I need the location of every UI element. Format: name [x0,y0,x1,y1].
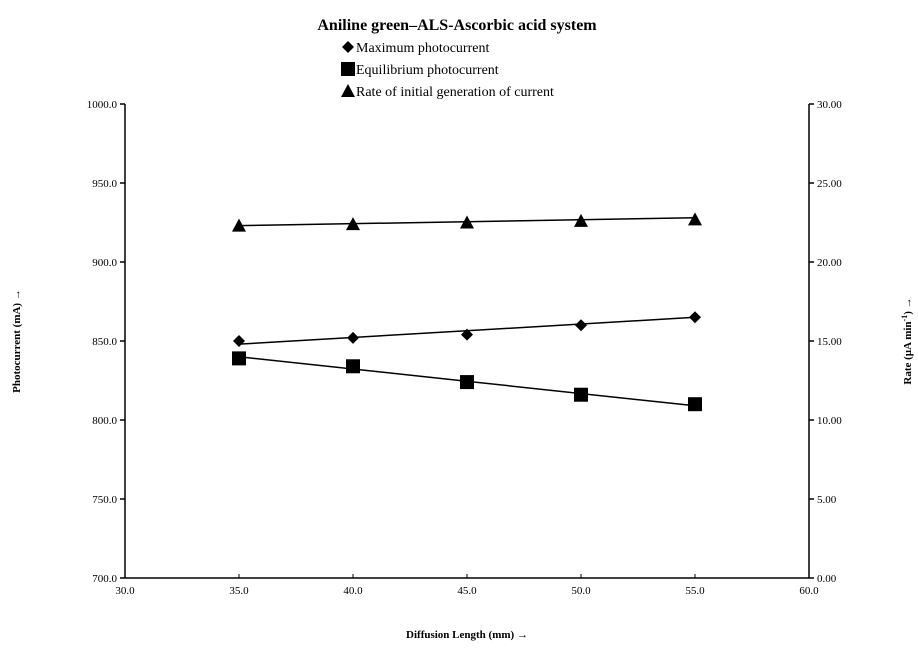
y-left-tick-label: 850.0 [92,336,117,348]
x-tick-label: 45.0 [457,585,477,597]
point-square [232,351,246,366]
y-left-tick-label: 950.0 [92,178,117,190]
x-tick-label: 60.0 [799,585,819,597]
ticks: 30.0 35.0 40.0 45.0 50.0 55.0 60.0 700.0 750.0 80… [87,99,843,597]
point-square [574,387,588,402]
point-square [688,397,702,412]
point-diamond [575,319,587,332]
y-right-tick-label: 0.00 [817,573,837,585]
point-diamond [461,328,473,341]
legend-label: Maximum photocurrent [356,41,489,56]
y-axis-left-title: Photocurrent (mA) → [11,289,23,393]
point-triangle [460,215,474,229]
y-right-tick-label: 30.00 [817,99,842,111]
x-tick-label: 35.0 [229,585,249,597]
legend-marker-triangle [341,84,355,97]
point-diamond [347,331,359,344]
x-axis-title: Diffusion Length (mm) → [406,629,528,641]
y-left-tick-label: 800.0 [92,415,117,427]
point-square [460,375,474,390]
y-left-tick-label: 700.0 [92,573,117,585]
plot-area [232,212,702,412]
point-triangle [688,212,702,226]
point-square [346,359,360,374]
point-triangle [574,213,588,227]
legend-label: Rate of initial generation of current [356,85,554,100]
y-left-tick-label: 900.0 [92,257,117,269]
legend-label: Equilibrium photocurrent [356,63,499,78]
x-tick-label: 50.0 [571,585,591,597]
legend-marker-square [341,62,355,76]
point-diamond [689,311,701,324]
y-right-tick-label: 10.00 [817,415,842,427]
point-triangle [346,217,360,231]
legend: Maximum photocurrent Equilibrium photocur… [341,41,554,100]
y-right-tick-label: 5.00 [817,494,837,506]
point-diamond [233,335,245,347]
y-right-tick-label: 25.00 [817,178,842,190]
y-left-tick-label: 750.0 [92,494,117,506]
legend-marker-diamond [342,41,354,53]
x-tick-label: 30.0 [115,585,135,597]
x-tick-label: 55.0 [685,585,705,597]
y-right-tick-label: 20.00 [817,257,842,269]
y-right-tick-label: 15.00 [817,336,842,348]
chart-title: Aniline green–ALS-Ascorbic acid system [317,17,597,34]
x-tick-label: 40.0 [343,585,363,597]
y-axis-right-title: Rate (µA min-1) → [900,297,915,384]
y-left-tick-label: 1000.0 [87,99,118,111]
point-triangle [232,218,246,232]
